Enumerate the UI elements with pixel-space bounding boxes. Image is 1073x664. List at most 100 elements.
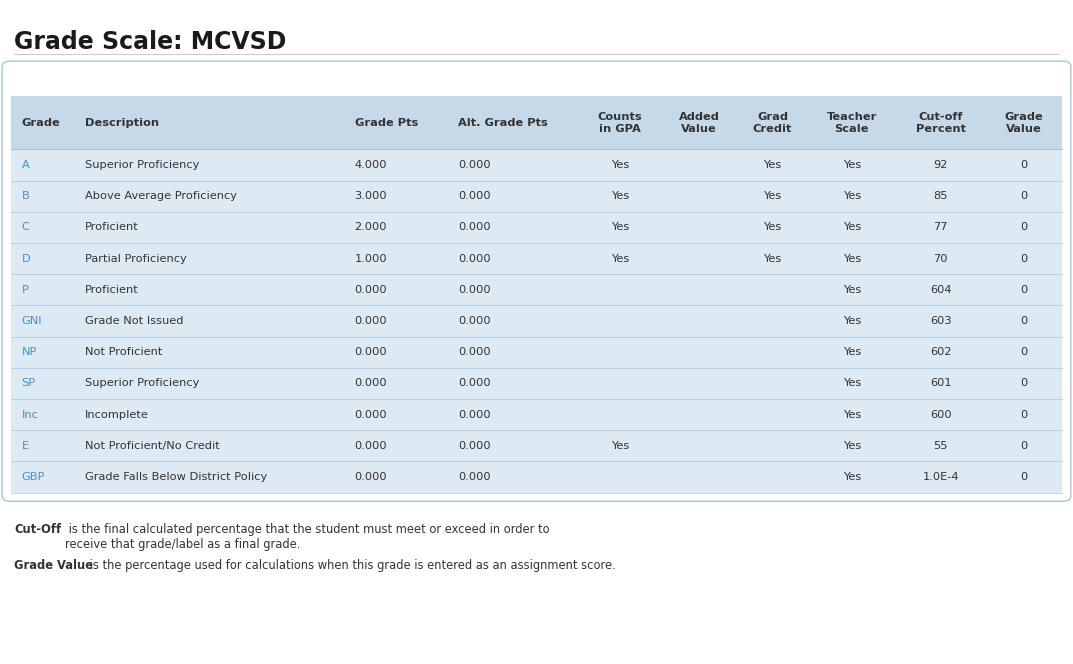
Text: 0.000: 0.000 [354,378,387,388]
Text: 0: 0 [1019,441,1027,451]
Text: 0.000: 0.000 [354,410,387,420]
Text: 0: 0 [1019,160,1027,170]
Text: 55: 55 [934,441,949,451]
Text: C: C [21,222,29,232]
Text: Grade
Value: Grade Value [1004,112,1043,134]
Text: Yes: Yes [763,191,781,201]
Text: 70: 70 [934,254,949,264]
Text: 604: 604 [930,285,952,295]
Text: Above Average Proficiency: Above Average Proficiency [85,191,237,201]
Text: 0.000: 0.000 [458,285,490,295]
Bar [11,430,1062,461]
Text: 603: 603 [930,316,952,326]
Text: Superior Proficiency: Superior Proficiency [85,160,199,170]
Text: Description: Description [85,118,159,128]
Text: Yes: Yes [842,160,861,170]
Text: Grade Pts: Grade Pts [354,118,417,128]
Text: Alt. Grade Pts: Alt. Grade Pts [458,118,547,128]
Text: 0.000: 0.000 [458,254,490,264]
Bar [11,181,1062,212]
Text: 1.000: 1.000 [354,254,387,264]
Text: 0.000: 0.000 [354,285,387,295]
Bar [11,212,1062,243]
Bar [11,337,1062,368]
Text: Yes: Yes [842,316,861,326]
Text: Grad
Credit: Grad Credit [753,112,792,134]
Text: Grade Falls Below District Policy: Grade Falls Below District Policy [85,472,267,482]
Text: D: D [21,254,30,264]
Text: P: P [21,285,28,295]
Text: 0: 0 [1019,472,1027,482]
Text: 0.000: 0.000 [458,222,490,232]
Text: 0.000: 0.000 [354,347,387,357]
Bar [11,274,1062,305]
Text: 3.000: 3.000 [354,191,387,201]
Text: Yes: Yes [842,441,861,451]
Text: 0: 0 [1019,191,1027,201]
Text: Not Proficient/No Credit: Not Proficient/No Credit [85,441,219,451]
Text: NP: NP [21,347,36,357]
Text: 77: 77 [934,222,949,232]
Text: Yes: Yes [763,254,781,264]
Text: 600: 600 [930,410,952,420]
Text: Yes: Yes [611,441,629,451]
Text: Yes: Yes [611,191,629,201]
Text: Yes: Yes [611,222,629,232]
Text: 0.000: 0.000 [458,378,490,388]
Text: 0.000: 0.000 [354,472,387,482]
Text: Yes: Yes [763,160,781,170]
Bar [11,368,1062,399]
Text: GNI: GNI [21,316,42,326]
Text: is the final calculated percentage that the student must meet or exceed in order: is the final calculated percentage that … [65,523,550,550]
Text: 0: 0 [1019,410,1027,420]
Text: Proficient: Proficient [85,222,138,232]
Text: Inc: Inc [21,410,39,420]
Text: B: B [21,191,29,201]
Text: Yes: Yes [842,254,861,264]
Text: 0: 0 [1019,222,1027,232]
Text: 601: 601 [930,378,952,388]
Text: Yes: Yes [763,222,781,232]
Text: 4.000: 4.000 [354,160,387,170]
Text: Superior Proficiency: Superior Proficiency [85,378,199,388]
Bar [11,461,1062,493]
Text: 0.000: 0.000 [458,441,490,451]
Bar [11,149,1062,181]
Text: 0.000: 0.000 [354,316,387,326]
Text: Incomplete: Incomplete [85,410,148,420]
Text: Grade Not Issued: Grade Not Issued [85,316,183,326]
Text: E: E [21,441,29,451]
Text: Partial Proficiency: Partial Proficiency [85,254,187,264]
Text: 92: 92 [934,160,947,170]
FancyBboxPatch shape [2,61,1071,501]
Text: is the percentage used for calculations when this grade is entered as an assignm: is the percentage used for calculations … [86,559,616,572]
Text: SP: SP [21,378,35,388]
Text: Yes: Yes [842,347,861,357]
Text: 0: 0 [1019,285,1027,295]
Text: Added
Value: Added Value [678,112,719,134]
Text: GBP: GBP [21,472,45,482]
Text: 0.000: 0.000 [458,191,490,201]
Text: 602: 602 [930,347,952,357]
Text: 0.000: 0.000 [458,347,490,357]
Text: 0: 0 [1019,316,1027,326]
Text: Yes: Yes [842,472,861,482]
Text: Cut-off
Percent: Cut-off Percent [915,112,966,134]
Text: 0: 0 [1019,254,1027,264]
Text: 85: 85 [934,191,949,201]
Text: Grade Scale: MCVSD: Grade Scale: MCVSD [14,30,286,54]
Text: 0.000: 0.000 [458,472,490,482]
Bar [11,243,1062,274]
Text: 0.000: 0.000 [458,316,490,326]
Text: Yes: Yes [842,222,861,232]
Text: Yes: Yes [842,191,861,201]
Text: 0.000: 0.000 [354,441,387,451]
Text: Yes: Yes [842,410,861,420]
Text: Teacher
Scale: Teacher Scale [826,112,877,134]
Text: Yes: Yes [611,254,629,264]
Text: Yes: Yes [842,285,861,295]
Text: Not Proficient: Not Proficient [85,347,162,357]
Text: Grade Value: Grade Value [14,559,93,572]
Text: A: A [21,160,29,170]
Text: 0.000: 0.000 [458,160,490,170]
